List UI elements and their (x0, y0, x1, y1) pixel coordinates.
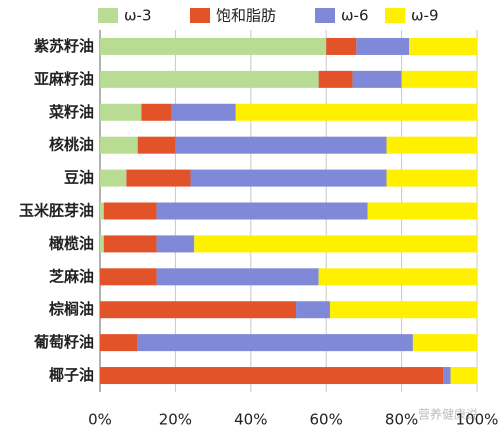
bar-segment (190, 169, 387, 187)
bar-segment (100, 367, 444, 385)
bar-segment (235, 103, 477, 121)
bar-segment (401, 70, 477, 88)
bar-segment (100, 202, 104, 220)
y-tick-label: 豆油 (64, 169, 94, 187)
y-tick-label: 橄榄油 (49, 234, 94, 252)
y-tick-label: 菜籽油 (48, 103, 94, 121)
bar-segment (156, 268, 319, 286)
y-tick-label: 玉米胚芽油 (19, 202, 94, 220)
watermark: 营养健康说 (418, 407, 478, 422)
bar-segment (367, 202, 477, 220)
x-tick-label: 100% (456, 411, 499, 429)
bar-segment (100, 169, 127, 187)
bar-segment (326, 37, 357, 55)
bar-segment (103, 235, 157, 253)
bar-segment (156, 202, 368, 220)
bar-segment (100, 103, 142, 121)
x-tick-label: 60% (310, 411, 343, 429)
legend-label: ω-9 (411, 7, 439, 25)
bar-segment (194, 235, 477, 253)
y-tick-label: 紫苏籽油 (34, 37, 94, 55)
legend-swatch (385, 8, 405, 23)
bar-segment (126, 169, 191, 187)
bar-segment (100, 37, 327, 55)
legend-swatch (190, 8, 210, 23)
y-tick-label: 亚麻籽油 (34, 70, 94, 88)
bar-segment (171, 103, 236, 121)
bar-segment (386, 136, 477, 154)
legend-label: ω-6 (341, 7, 369, 25)
y-tick-label: 芝麻油 (49, 267, 94, 285)
bar-segment (175, 136, 387, 154)
bar-segment (103, 202, 157, 220)
bar-segment (443, 367, 451, 385)
legend-label: 饱和脂肪 (216, 7, 276, 25)
bar-segment (450, 367, 477, 385)
y-tick-label: 椰子油 (49, 366, 94, 384)
bar-segment (141, 103, 172, 121)
bar-segment (100, 268, 157, 286)
bar-segment (318, 268, 477, 286)
bar-segment (100, 136, 138, 154)
bar-segment (352, 70, 402, 88)
bar-segment (329, 301, 477, 319)
x-tick-label: 80% (385, 411, 418, 429)
x-tick-label: 40% (234, 411, 267, 429)
bar-segment (156, 235, 195, 253)
bar-segment (100, 334, 138, 352)
bar-segment (409, 37, 477, 55)
bar-segment (356, 37, 410, 55)
legend-swatch (315, 8, 335, 23)
bar-segment (100, 235, 104, 253)
bar-segment (137, 136, 176, 154)
x-tick-label: 0% (88, 411, 112, 429)
legend-label: ω-3 (124, 7, 152, 25)
bar-segment (318, 70, 353, 88)
legend-swatch (98, 8, 118, 23)
bar-segment (137, 334, 413, 352)
y-tick-label: 葡萄籽油 (33, 333, 94, 351)
x-tick-label: 20% (159, 411, 192, 429)
y-tick-label: 棕榈油 (49, 300, 94, 318)
bar-segment (296, 301, 330, 319)
bar-segment (100, 70, 319, 88)
bar-segment (386, 169, 477, 187)
bar-segment (100, 301, 297, 319)
bar-segment (412, 334, 477, 352)
y-tick-label: 核桃油 (49, 136, 94, 154)
